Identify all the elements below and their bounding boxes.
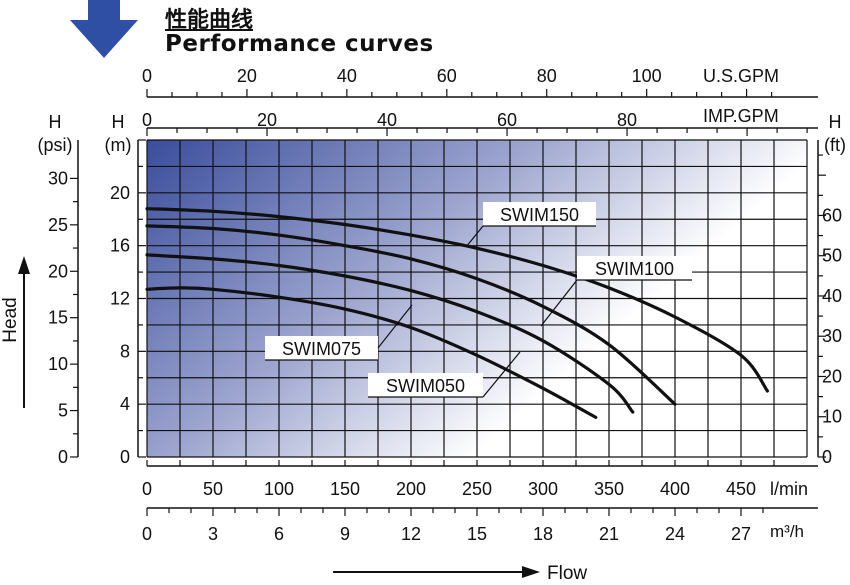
x-tick-label-impgpm: 80 xyxy=(617,110,637,130)
series-label-swim150: SWIM150 xyxy=(500,205,579,225)
y-tick-label-psi: 25 xyxy=(48,215,68,235)
x-tick-label-lmin: 0 xyxy=(142,479,152,499)
curve-swim050 xyxy=(145,286,598,419)
y-tick-label-m: 8 xyxy=(120,341,130,361)
x-axis-caption-flow: Flow xyxy=(547,563,587,580)
y-axis-unit-m: (m) xyxy=(105,135,132,155)
x-tick-label-lmin: 350 xyxy=(594,479,624,499)
x-tick-label-m3h: 3 xyxy=(208,524,218,544)
head-arrow-icon xyxy=(18,256,30,274)
series-labels: SWIM150 SWIM100 SWIM075 SWIM050 xyxy=(265,202,692,398)
x-tick-label-lmin: 450 xyxy=(726,479,756,499)
series-label-box xyxy=(265,336,378,360)
y-tick-label-m: 12 xyxy=(110,289,130,309)
y-tick-label-ft: 40 xyxy=(822,286,842,306)
series-label-leader xyxy=(377,304,413,349)
x-tick-label-m3h: 15 xyxy=(467,524,487,544)
x-tick-label-m3h: 27 xyxy=(731,524,751,544)
y-axis-caption-head: Head xyxy=(0,297,21,342)
curve-swim075 xyxy=(145,253,635,414)
x-tick-label-lmin: 300 xyxy=(528,479,558,499)
y-axis-title-ft: H xyxy=(829,112,842,132)
flow-arrow-icon xyxy=(522,566,540,578)
y-tick-label-m: 16 xyxy=(110,236,130,256)
x-axis-unit-impgpm: IMP.GPM xyxy=(703,106,779,126)
series-label-swim050: SWIM050 xyxy=(386,376,465,396)
series-label-box xyxy=(368,373,483,397)
y-tick-label-psi: 15 xyxy=(48,308,68,328)
x-tick-label-impgpm: 0 xyxy=(142,110,152,130)
x-tick-label-lmin: 100 xyxy=(264,479,294,499)
y-tick-label-ft: 20 xyxy=(822,366,842,386)
x-axis-unit-lmin: l/min xyxy=(770,479,808,499)
series-label-leader xyxy=(540,279,578,327)
x-tick-label-usgpm: 40 xyxy=(337,66,357,86)
y-tick-label-ft: 10 xyxy=(822,407,842,427)
y-axis-title-m: H xyxy=(112,112,125,132)
x-tick-label-lmin: 200 xyxy=(396,479,426,499)
series-curves xyxy=(145,207,769,419)
y-axis-unit-psi: (psi) xyxy=(38,135,73,155)
x-tick-label-m3h: 18 xyxy=(533,524,553,544)
x-tick-label-usgpm: 20 xyxy=(237,66,257,86)
x-tick-label-impgpm: 20 xyxy=(257,110,277,130)
y-tick-label-ft: 0 xyxy=(822,447,832,467)
x-axis-unit-usgpm: U.S.GPM xyxy=(703,66,779,86)
chart-title-english: Performance curves xyxy=(165,31,434,57)
y-tick-label-m: 0 xyxy=(120,447,130,467)
x-tick-label-usgpm: 60 xyxy=(437,66,457,86)
x-tick-label-impgpm: 60 xyxy=(497,110,517,130)
series-label-box xyxy=(483,202,596,226)
series-label-box xyxy=(577,256,692,280)
x-axis-unit-m3h: m³/h xyxy=(770,522,804,541)
y-axis-unit-ft: (ft) xyxy=(824,135,846,155)
series-label-leader xyxy=(482,351,521,398)
series-label-leader xyxy=(465,225,484,248)
y-tick-label-ft: 30 xyxy=(822,326,842,346)
curve-swim150 xyxy=(145,207,769,393)
y-tick-label-psi: 5 xyxy=(58,401,68,421)
x-tick-label-m3h: 12 xyxy=(401,524,421,544)
x-tick-label-lmin: 150 xyxy=(330,479,360,499)
x-tick-label-m3h: 0 xyxy=(142,524,152,544)
down-arrow-icon xyxy=(70,0,138,58)
x-tick-label-lmin: 50 xyxy=(203,479,223,499)
x-tick-label-m3h: 9 xyxy=(340,524,350,544)
grid-lines xyxy=(146,139,808,458)
chart-title-chinese: 性能曲线 xyxy=(165,8,254,33)
series-label-swim075: SWIM075 xyxy=(282,339,361,359)
x-tick-label-usgpm: 0 xyxy=(142,66,152,86)
y-tick-label-psi: 20 xyxy=(48,261,68,281)
curve-swim100 xyxy=(145,224,677,406)
y-tick-label-m: 20 xyxy=(110,183,130,203)
y-tick-label-ft: 60 xyxy=(822,205,842,225)
x-tick-label-lmin: 400 xyxy=(660,479,690,499)
x-tick-label-usgpm: 80 xyxy=(537,66,557,86)
series-label-swim100: SWIM100 xyxy=(595,259,674,279)
x-tick-label-impgpm: 40 xyxy=(377,110,397,130)
y-tick-label-psi: 10 xyxy=(48,354,68,374)
y-tick-label-psi: 0 xyxy=(58,447,68,467)
y-tick-label-m: 4 xyxy=(120,394,130,414)
x-tick-label-m3h: 24 xyxy=(665,524,685,544)
x-tick-label-m3h: 6 xyxy=(274,524,284,544)
y-tick-label-ft: 50 xyxy=(822,246,842,266)
y-tick-label-psi: 30 xyxy=(48,168,68,188)
x-tick-label-lmin: 250 xyxy=(462,479,492,499)
x-tick-label-usgpm: 100 xyxy=(632,66,662,86)
x-tick-label-m3h: 21 xyxy=(599,524,619,544)
y-axis-title-psi: H xyxy=(49,112,62,132)
